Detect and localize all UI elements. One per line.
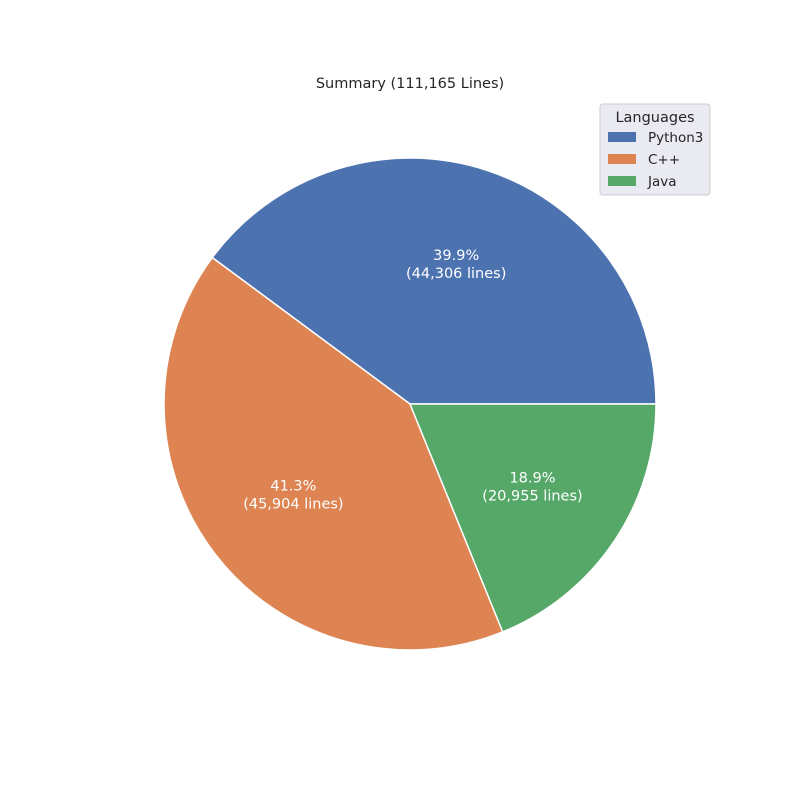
- pie-slice-java: [409, 403, 657, 633]
- chart-title: Summary (111,165 Lines): [316, 76, 504, 92]
- slice-lines-label: (44,306 lines): [406, 266, 506, 282]
- legend-label: Java: [647, 174, 677, 190]
- legend-swatch: [608, 132, 636, 142]
- slice-percent-label: 39.9%: [433, 248, 479, 264]
- pie-slices: [163, 157, 657, 651]
- slice-lines-label: (20,955 lines): [482, 488, 582, 504]
- legend-label: C++: [648, 152, 680, 168]
- slice-lines-label: (45,904 lines): [243, 497, 343, 513]
- slice-percent-label: 18.9%: [509, 470, 555, 486]
- pie-slice-python3: [211, 157, 657, 405]
- legend-items: Python3 C++ Java: [608, 130, 703, 190]
- legend-swatch: [608, 154, 636, 164]
- pie-slice-labels: 39.9% (44,306 lines) 41.3% (45,904 lines) 18…: [243, 248, 582, 513]
- legend: Languages Python3 C++ Java: [599, 103, 711, 196]
- legend-title: Languages: [615, 110, 694, 126]
- slice-percent-label: 41.3%: [270, 479, 316, 495]
- pie-slice-cplus: [163, 256, 504, 651]
- legend-swatch: [608, 176, 636, 186]
- legend-box: [599, 103, 711, 196]
- legend-label: Python3: [648, 130, 703, 146]
